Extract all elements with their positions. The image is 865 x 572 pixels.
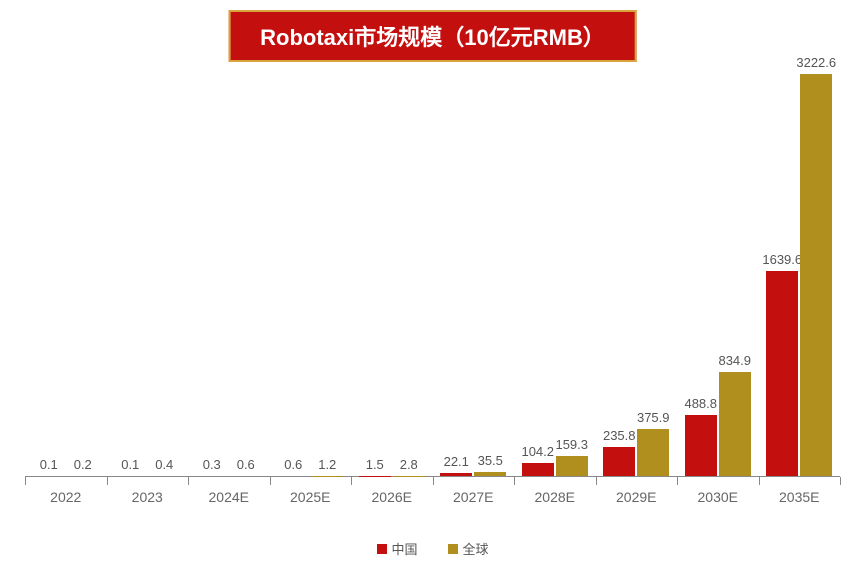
chart-title-banner: Robotaxi市场规模（10亿元RMB） xyxy=(228,10,637,62)
x-axis-label: 2029E xyxy=(616,489,656,505)
x-tick xyxy=(107,477,108,485)
x-tick xyxy=(433,477,434,485)
bar-value-label: 1.5 xyxy=(366,457,384,472)
x-tick xyxy=(270,477,271,485)
legend-item: 全球 xyxy=(448,539,489,558)
bar-value-label: 1.2 xyxy=(318,457,336,472)
x-tick xyxy=(188,477,189,485)
bar-value-label: 0.3 xyxy=(203,457,221,472)
bar-value-label: 0.1 xyxy=(40,457,58,472)
bar-value-label: 2.8 xyxy=(400,457,418,472)
bar-value-label: 0.1 xyxy=(121,457,139,472)
bar-value-label: 1639.6 xyxy=(762,252,802,267)
legend: 中国 全球 xyxy=(376,539,488,558)
chart-title: Robotaxi市场规模（10亿元RMB） xyxy=(260,25,605,50)
x-axis-label: 2028E xyxy=(535,489,575,505)
legend-item: 中国 xyxy=(376,539,417,558)
bar-china: 104.2 xyxy=(522,463,554,476)
legend-label: 中国 xyxy=(391,539,417,558)
x-axis-label: 2024E xyxy=(209,489,249,505)
legend-label: 全球 xyxy=(463,539,489,558)
bar-china: 235.8 xyxy=(603,447,635,476)
bar-value-label: 0.2 xyxy=(74,457,92,472)
x-axis-label: 2027E xyxy=(453,489,493,505)
plot-region: 0.10.20.10.40.30.60.61.21.52.822.135.510… xyxy=(25,75,840,477)
x-tick xyxy=(25,477,26,485)
bar-group: 104.2159.3 xyxy=(522,456,588,476)
bar-china: 1639.6 xyxy=(766,271,798,476)
bar-value-label: 0.6 xyxy=(284,457,302,472)
chart-area: 0.10.20.10.40.30.60.61.21.52.822.135.510… xyxy=(25,75,840,517)
x-axis-labels: 2022 2023 2024E 2025E 2026E 2027E 2028E 2029E 20… xyxy=(25,477,840,517)
bar-global: 375.9 xyxy=(637,429,669,476)
bar-value-label: 104.2 xyxy=(521,444,554,459)
x-tick xyxy=(677,477,678,485)
bar-group: 1639.63222.6 xyxy=(766,74,832,476)
bar-global: 159.3 xyxy=(556,456,588,476)
x-tick xyxy=(351,477,352,485)
bar-value-label: 834.9 xyxy=(718,353,751,368)
x-tick xyxy=(514,477,515,485)
bar-global: 3222.6 xyxy=(800,74,832,476)
legend-swatch xyxy=(376,544,386,554)
bar-group: 22.135.5 xyxy=(440,472,506,476)
bar-value-label: 0.6 xyxy=(237,457,255,472)
x-tick xyxy=(840,477,841,485)
x-axis-label: 2030E xyxy=(698,489,738,505)
bar-group: 488.8834.9 xyxy=(685,372,751,476)
x-tick xyxy=(596,477,597,485)
bar-global: 834.9 xyxy=(719,372,751,476)
bar-group: 235.8375.9 xyxy=(603,429,669,476)
bar-china: 22.1 xyxy=(440,473,472,476)
bar-value-label: 3222.6 xyxy=(796,55,836,70)
x-axis-label: 2022 xyxy=(50,489,81,505)
x-tick xyxy=(759,477,760,485)
x-axis-label: 2023 xyxy=(132,489,163,505)
bar-value-label: 22.1 xyxy=(444,454,469,469)
bar-value-label: 235.8 xyxy=(603,428,636,443)
bar-value-label: 375.9 xyxy=(637,410,670,425)
x-axis-label: 2025E xyxy=(290,489,330,505)
x-axis-label: 2035E xyxy=(779,489,819,505)
bar-china: 488.8 xyxy=(685,415,717,476)
bar-value-label: 0.4 xyxy=(155,457,173,472)
bar-value-label: 488.8 xyxy=(684,396,717,411)
bar-value-label: 159.3 xyxy=(555,437,588,452)
x-axis-label: 2026E xyxy=(372,489,412,505)
bar-global: 35.5 xyxy=(474,472,506,476)
bar-value-label: 35.5 xyxy=(478,453,503,468)
legend-swatch xyxy=(448,544,458,554)
